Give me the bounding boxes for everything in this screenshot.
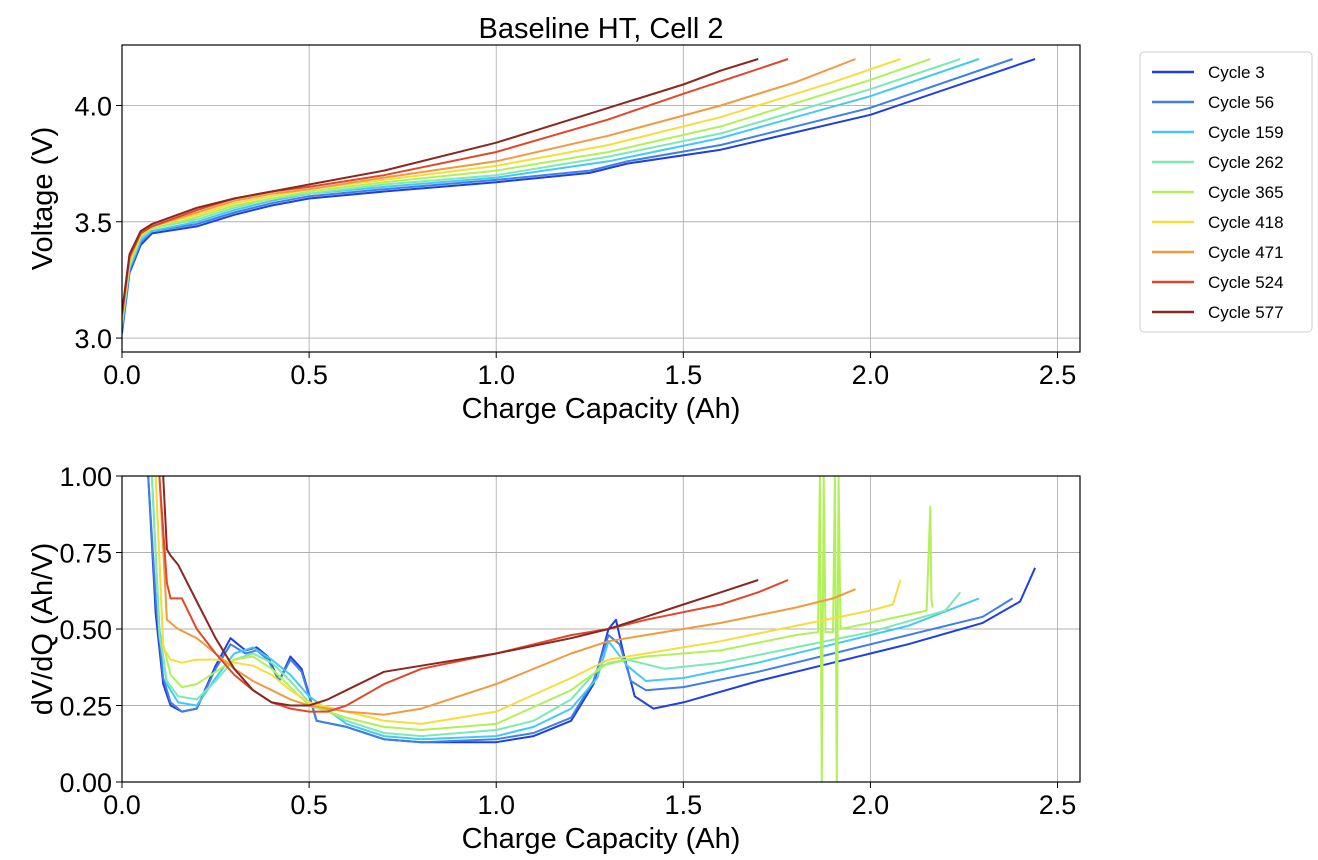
y-tick-label: 3.0	[74, 324, 112, 354]
dvdq-y-axis-label: dV/dQ (Ah/V)	[27, 543, 59, 715]
dvdq-chart: 0.0 0.5 1.0 1.5 2.0 2.5 0.000.250.500.751.00 …	[27, 462, 1081, 855]
y-tick-label: 1.00	[59, 462, 112, 492]
series-line-cycle-159	[122, 58, 980, 327]
dvdq-y-ticks: 0.00 0.25 0.50 0.75 1.00	[59, 462, 122, 798]
x-tick-label: 1.0	[477, 360, 515, 390]
series-line-cycle-577	[122, 58, 759, 313]
x-tick-label: 2.0	[852, 790, 890, 820]
dvdq-x-axis-label: Charge Capacity (Ah)	[462, 823, 741, 855]
voltage-x-ticks: 0.0 0.5 1.0 1.5 2.0 2.5	[103, 352, 1076, 390]
y-tick-label: 0.50	[59, 615, 112, 645]
voltage-plot-frame	[121, 44, 1081, 353]
legend-label: Cycle 262	[1208, 153, 1284, 172]
x-tick-label: 0.0	[103, 790, 141, 820]
x-tick-label: 1.5	[665, 790, 703, 820]
x-tick-label: 2.5	[1039, 790, 1077, 820]
series-line-cycle-524	[158, 476, 789, 713]
legend-label: Cycle 471	[1208, 243, 1284, 262]
series-line-cycle-262	[122, 58, 961, 325]
legend-label: Cycle 418	[1208, 213, 1284, 232]
x-tick-label: 1.5	[665, 360, 703, 390]
voltage-chart: 0.0 0.5 1.0 1.5 2.0 2.5 3.0 3.5 4.0 Baseline HT…	[27, 13, 1081, 425]
x-tick-label: 2.5	[1039, 360, 1077, 390]
series-line-cycle-262	[150, 476, 962, 738]
voltage-series-lines	[122, 58, 1036, 334]
y-tick-label: 0.25	[59, 692, 112, 722]
series-line-cycle-3	[122, 58, 1036, 334]
y-tick-label: 0.00	[59, 768, 112, 798]
x-tick-label: 1.0	[477, 790, 515, 820]
dvdq-x-ticks: 0.0 0.5 1.0 1.5 2.0 2.5	[103, 782, 1076, 820]
y-tick-label: 0.75	[59, 539, 112, 569]
x-tick-label: 0.0	[103, 360, 141, 390]
voltage-y-axis-label: Voltage (V)	[27, 127, 59, 270]
legend-label: Cycle 577	[1208, 303, 1284, 322]
voltage-y-ticks: 3.0 3.5 4.0	[74, 91, 122, 354]
series-line-cycle-159	[150, 476, 980, 741]
chart-title: Baseline HT, Cell 2	[479, 13, 724, 45]
legend-label: Cycle 524	[1208, 273, 1284, 292]
legend-label: Cycle 56	[1208, 93, 1274, 112]
series-line-cycle-471	[158, 476, 856, 716]
legend-label: Cycle 365	[1208, 183, 1284, 202]
series-line-cycle-577	[162, 476, 759, 707]
dvdq-series-lines	[147, 476, 1037, 782]
y-tick-label: 4.0	[74, 91, 112, 121]
series-line-cycle-418	[122, 58, 901, 320]
series-line-cycle-56	[122, 58, 1013, 332]
legend-box	[1139, 51, 1313, 333]
legend-items: Cycle 3 Cycle 56 Cycle 159 Cycle 262 Cycle 3…	[1152, 63, 1284, 322]
series-line-cycle-524	[122, 58, 789, 315]
legend-label: Cycle 3	[1208, 63, 1265, 82]
legend: Cycle 3 Cycle 56 Cycle 159 Cycle 262 Cycle 3…	[1139, 51, 1313, 333]
x-tick-label: 2.0	[852, 360, 890, 390]
y-tick-label: 3.5	[74, 208, 112, 238]
x-tick-label: 0.5	[290, 360, 328, 390]
voltage-grid	[121, 45, 1080, 352]
x-tick-label: 0.5	[290, 790, 328, 820]
voltage-x-axis-label: Charge Capacity (Ah)	[462, 393, 741, 425]
legend-label: Cycle 159	[1208, 123, 1284, 142]
